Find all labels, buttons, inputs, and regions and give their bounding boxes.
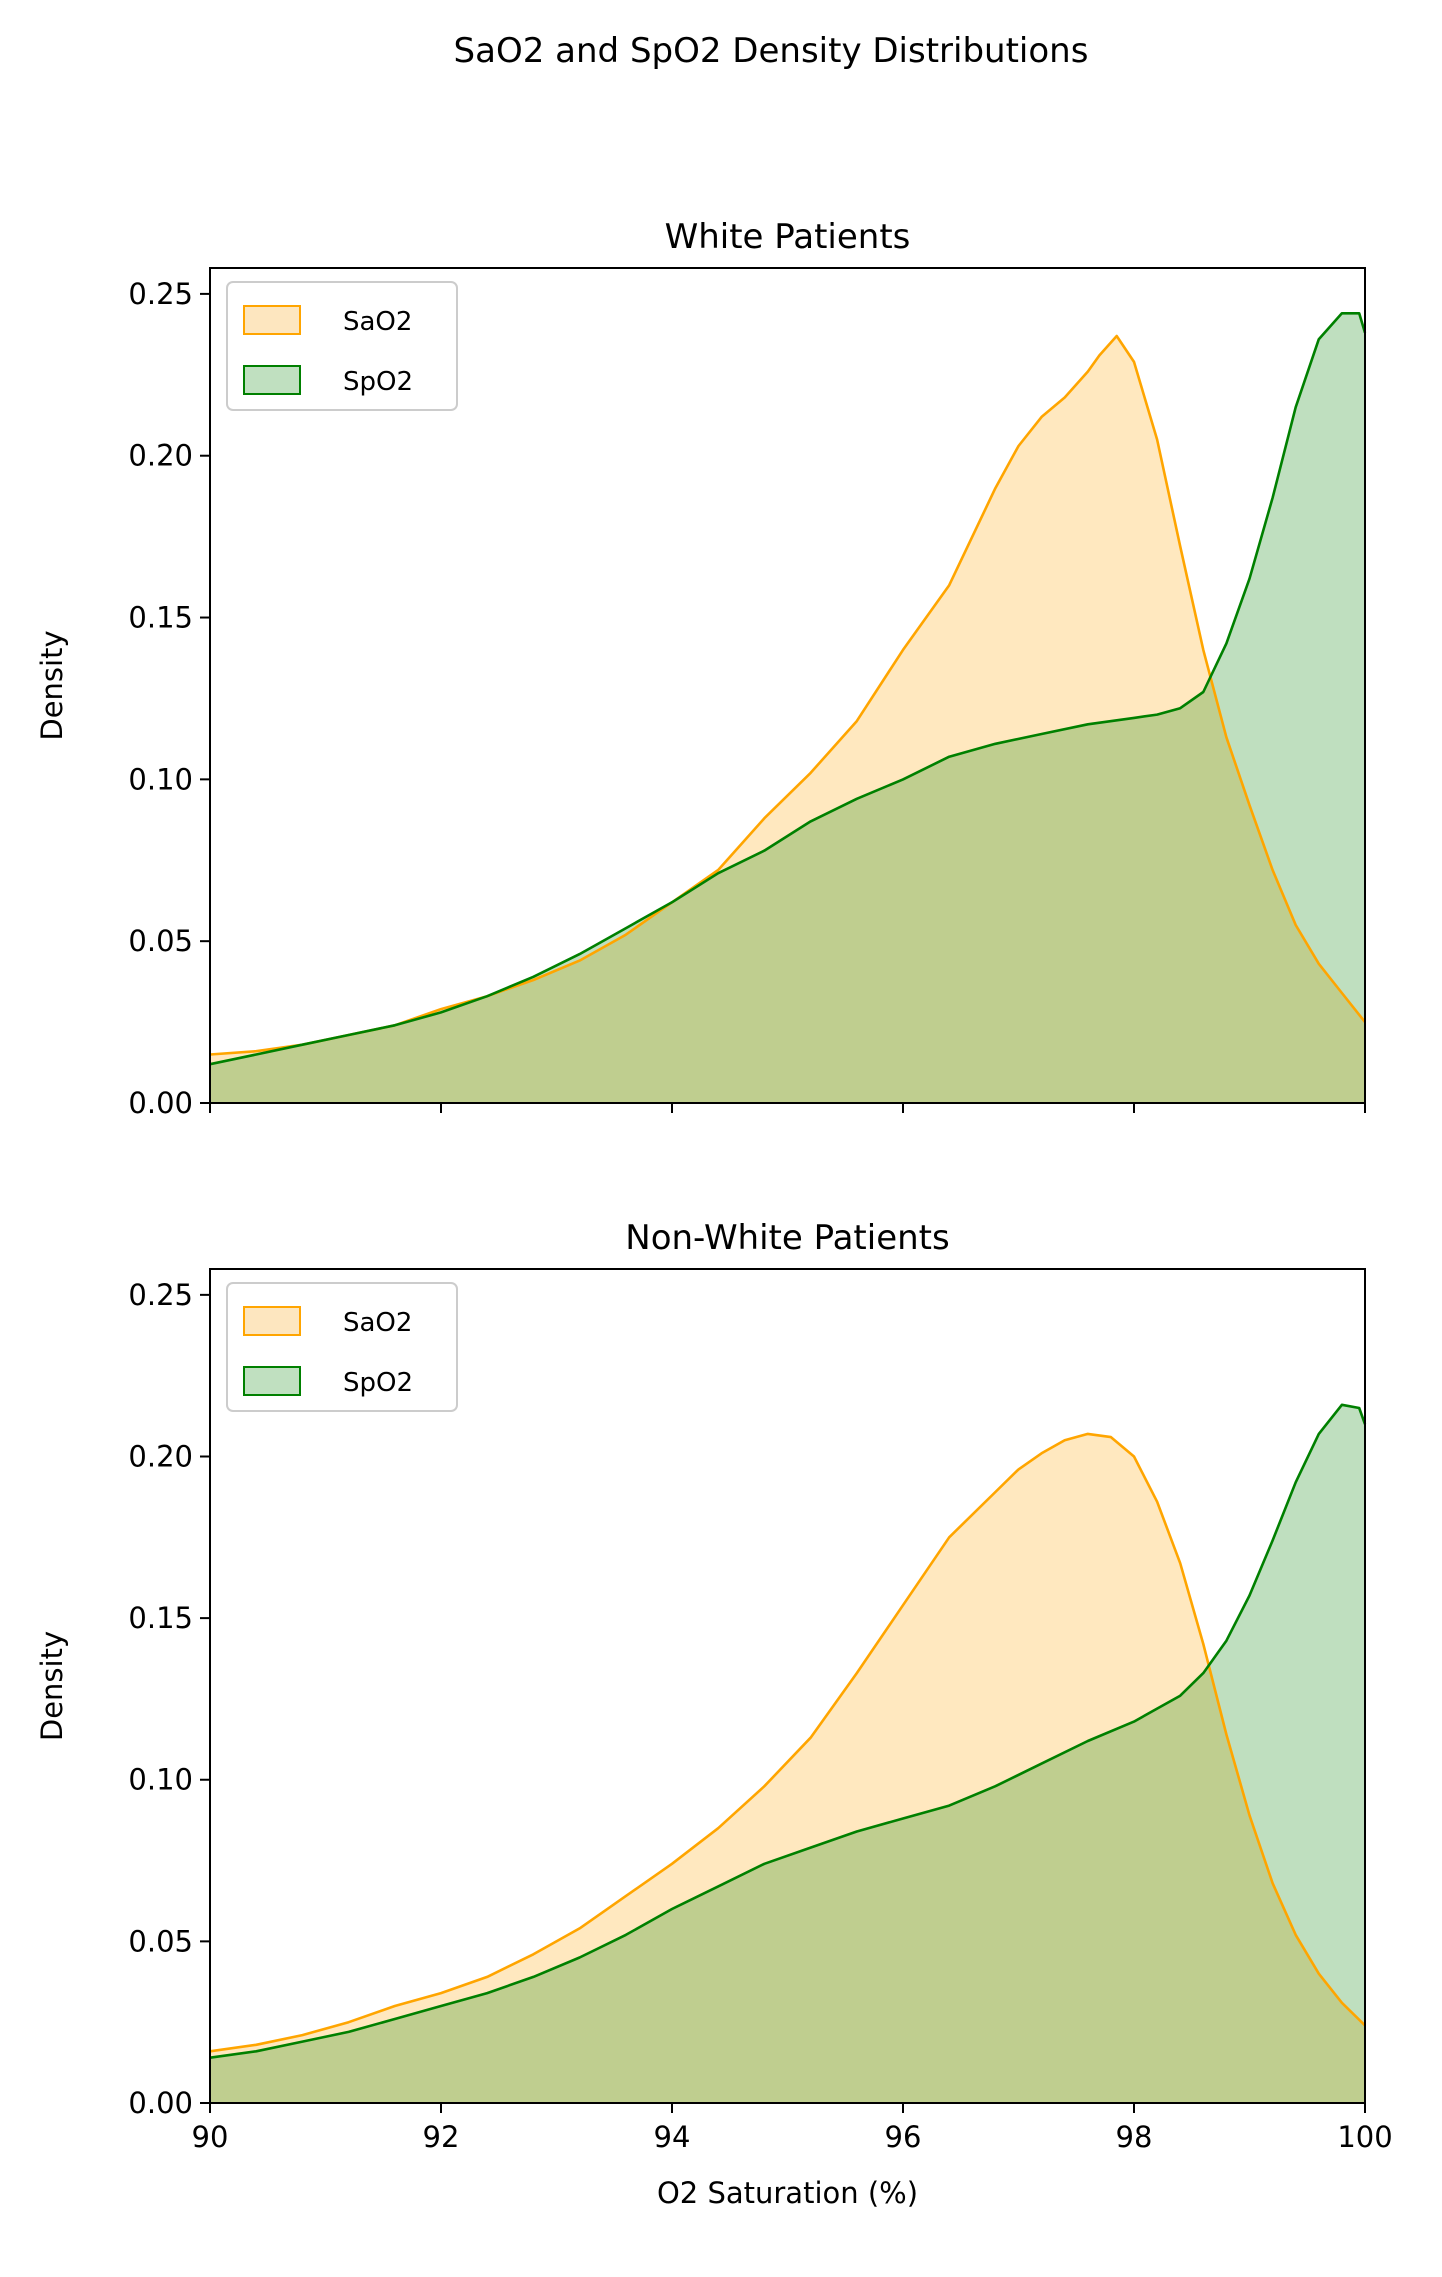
area-sao2 xyxy=(210,1433,1365,2103)
y-tick-label: 0.10 xyxy=(128,1763,193,1797)
x-tick-label: 90 xyxy=(192,2120,229,2154)
legend-swatch xyxy=(243,305,301,335)
panel-white-patients: White Patients 0.00 0.05 0.10 0.15 0.20 0.25 S… xyxy=(35,217,1367,1120)
x-tick-label: 98 xyxy=(1116,2120,1153,2154)
y-tick-label: 0.05 xyxy=(128,1924,193,1958)
y-tick-label: 0.00 xyxy=(128,1086,193,1120)
legend-label: SaO2 xyxy=(343,307,412,337)
x-tick-label: 100 xyxy=(1337,2120,1392,2154)
line-sao2 xyxy=(209,1432,1366,2053)
axes-frame xyxy=(209,267,1366,1104)
legend-swatch xyxy=(243,1366,301,1396)
area-spo2 xyxy=(210,313,1365,1103)
legend-label: SaO2 xyxy=(343,1308,412,1338)
legend-item-spo2: SpO2 xyxy=(243,1366,413,1398)
figure-suptitle: SaO2 and SpO2 Density Distributions xyxy=(454,31,1089,71)
y-tick-label: 0.15 xyxy=(128,1601,193,1635)
area-spo2 xyxy=(210,1404,1365,2103)
axes-frame xyxy=(209,1268,1366,2104)
legend-item-spo2: SpO2 xyxy=(243,365,413,397)
legend-swatch xyxy=(243,365,301,395)
x-tick-label: 96 xyxy=(885,2120,922,2154)
line-spo2 xyxy=(209,1403,1367,2059)
y-tick-label: 0.15 xyxy=(128,601,193,635)
y-axis-label: Density xyxy=(35,630,69,740)
legend-label: SpO2 xyxy=(343,367,413,397)
x-tick-label: 92 xyxy=(423,2120,460,2154)
plot-area: 0.00 0.05 0.10 0.15 0.20 0.25 90 92 94 96 98 100 SaO… xyxy=(128,1268,1393,2154)
legend-swatch xyxy=(243,1306,301,1336)
x-tick-label: 94 xyxy=(654,2120,691,2154)
panel-title: White Patients xyxy=(665,217,911,257)
legend: SaO2 SpO2 xyxy=(226,281,458,411)
y-tick-label: 0.25 xyxy=(128,1278,193,1312)
legend-item-sao2: SaO2 xyxy=(243,305,412,337)
y-tick-label: 0.20 xyxy=(128,439,193,473)
y-tick-label: 0.00 xyxy=(128,2086,193,2120)
legend: SaO2 SpO2 xyxy=(226,1282,458,1412)
y-tick-label: 0.20 xyxy=(128,1439,193,1473)
x-axis-label: O2 Saturation (%) xyxy=(657,2176,918,2210)
area-sao2 xyxy=(210,336,1365,1103)
y-tick-label: 0.05 xyxy=(128,924,193,958)
panel-title: Non-White Patients xyxy=(625,1218,949,1258)
legend-label: SpO2 xyxy=(343,1368,413,1398)
y-tick-label: 0.25 xyxy=(128,277,193,311)
y-axis-label: Density xyxy=(35,1631,69,1741)
legend-item-sao2: SaO2 xyxy=(243,1306,412,1338)
y-tick-label: 0.10 xyxy=(128,762,193,796)
panel-non-white-patients: Non-White Patients 0.000.050.100.150.200… xyxy=(35,1218,1393,2210)
line-spo2 xyxy=(209,312,1367,1066)
plot-area: 0.00 0.05 0.10 0.15 0.20 0.25 SaO2 SpO2 xyxy=(128,267,1367,1120)
